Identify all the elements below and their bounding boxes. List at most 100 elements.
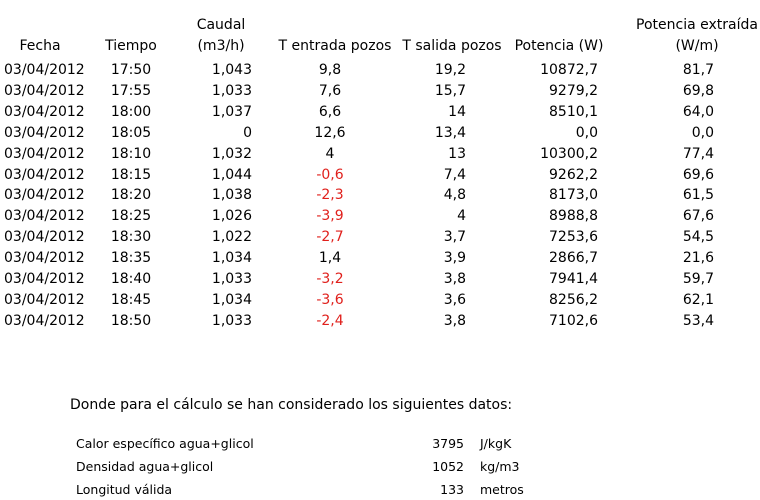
cell-potencia-ext: 61,5 — [682, 187, 714, 204]
cell-caudal: 1,034 — [211, 250, 252, 267]
cell-tiempo: 18:30 — [110, 229, 152, 246]
header-fecha: Fecha — [19, 38, 61, 54]
cell-t-salida: 3,9 — [443, 250, 466, 267]
cell-fecha: 03/04/2012 — [4, 291, 85, 308]
cell-potencia-ext: 81,7 — [682, 62, 714, 78]
parameter-label: Longitud válida — [76, 482, 173, 497]
cell-t-salida: 15,7 — [434, 82, 466, 99]
header-t-salida: T salida pozos — [402, 38, 502, 54]
cell-t-entrada: -3,9 — [316, 208, 344, 225]
cell-fecha: 03/04/2012 — [4, 145, 85, 162]
cell-t-entrada: -3,2 — [316, 271, 344, 287]
cell-potencia: 10872,7 — [540, 62, 598, 78]
cell-caudal: 1,033 — [211, 82, 252, 99]
cell-fecha: 03/04/2012 — [4, 187, 85, 204]
cell-caudal: 0 — [243, 124, 252, 141]
parameter-unit: kg/m3 — [480, 459, 520, 474]
cell-tiempo: 18:40 — [110, 271, 152, 287]
cell-t-salida: 14 — [448, 103, 466, 120]
cell-potencia: 8510,1 — [549, 103, 598, 120]
parameter-label: Densidad agua+glicol — [76, 459, 214, 474]
cell-caudal: 1,033 — [211, 271, 252, 287]
cell-potencia: 2866,7 — [549, 250, 598, 267]
cell-t-entrada: -2,7 — [316, 229, 344, 246]
cell-t-salida: 13,4 — [434, 124, 466, 141]
cell-tiempo: 18:50 — [110, 312, 152, 329]
cell-t-salida: 3,8 — [443, 312, 466, 329]
header-potencia-extraida: Potencia extraída — [636, 17, 758, 33]
parameter-unit: metros — [480, 482, 524, 497]
cell-t-salida: 4 — [457, 208, 466, 225]
cell-t-salida: 3,6 — [443, 291, 466, 308]
cell-fecha: 03/04/2012 — [4, 250, 85, 267]
cell-caudal: 1,038 — [211, 187, 252, 204]
parameter-label: Calor específico agua+glicol — [76, 436, 254, 451]
header-potencia: Potencia (W) — [514, 38, 604, 54]
cell-potencia-ext: 62,1 — [682, 291, 714, 308]
cell-t-salida: 19,2 — [434, 62, 466, 78]
cell-potencia: 7941,4 — [549, 271, 598, 287]
cell-potencia: 10300,2 — [540, 145, 598, 162]
cell-potencia: 7102,6 — [549, 312, 598, 329]
parameter-value: 3795 — [432, 436, 464, 451]
header-potencia-extraida-unit: (W/m) — [675, 38, 719, 54]
cell-fecha: 03/04/2012 — [4, 103, 85, 120]
cell-t-entrada: 7,6 — [318, 82, 342, 99]
cell-tiempo: 18:10 — [110, 145, 152, 162]
cell-t-entrada: -0,6 — [316, 166, 344, 183]
parameter-value: 1052 — [432, 459, 464, 474]
cell-tiempo: 17:50 — [110, 62, 152, 78]
cell-caudal: 1,044 — [211, 166, 252, 183]
cell-caudal: 1,043 — [211, 62, 252, 78]
cell-fecha: 03/04/2012 — [4, 62, 85, 78]
cell-caudal: 1,032 — [211, 145, 252, 162]
header-t-entrada: T entrada pozos — [278, 38, 392, 54]
cell-tiempo: 18:05 — [110, 124, 152, 141]
cell-t-entrada: -2,4 — [316, 312, 344, 329]
cell-caudal: 1,022 — [211, 229, 252, 246]
cell-fecha: 03/04/2012 — [4, 208, 85, 225]
cell-fecha: 03/04/2012 — [4, 166, 85, 183]
cell-t-entrada: 1,4 — [318, 250, 342, 267]
header-caudal-unit: (m3/h) — [197, 38, 245, 54]
cell-t-entrada: -2,3 — [316, 187, 344, 204]
cell-potencia-ext: 67,6 — [682, 208, 714, 225]
cell-t-entrada: 4 — [325, 145, 335, 162]
calculation-note: Donde para el cálculo se han considerado… — [70, 397, 513, 413]
cell-t-salida: 7,4 — [443, 166, 466, 183]
cell-potencia: 8173,0 — [549, 187, 598, 204]
cell-tiempo: 18:20 — [110, 187, 152, 204]
cell-t-salida: 13 — [448, 145, 466, 162]
cell-potencia: 0,0 — [575, 124, 598, 141]
cell-t-entrada: -3,6 — [316, 291, 344, 308]
cell-potencia: 8256,2 — [549, 291, 598, 308]
cell-fecha: 03/04/2012 — [4, 229, 85, 246]
header-tiempo: Tiempo — [105, 38, 157, 54]
cell-potencia-ext: 69,8 — [682, 82, 714, 99]
cell-caudal: 1,034 — [211, 291, 252, 308]
cell-tiempo: 18:00 — [110, 103, 152, 120]
cell-caudal: 1,033 — [211, 312, 252, 329]
parameter-unit: J/kgK — [480, 436, 512, 451]
cell-potencia-ext: 53,4 — [682, 312, 714, 329]
cell-t-entrada: 9,8 — [318, 62, 342, 78]
cell-tiempo: 18:15 — [110, 166, 152, 183]
cell-potencia: 9279,2 — [549, 82, 598, 99]
header-caudal: Caudal — [196, 17, 246, 33]
cell-potencia-ext: 64,0 — [682, 103, 714, 120]
cell-t-salida: 3,7 — [443, 229, 466, 246]
cell-fecha: 03/04/2012 — [4, 124, 85, 141]
cell-caudal: 1,037 — [211, 103, 252, 120]
cell-tiempo: 18:45 — [110, 291, 152, 308]
cell-t-salida: 4,8 — [443, 187, 466, 204]
cell-caudal: 1,026 — [211, 208, 252, 225]
cell-potencia-ext: 54,5 — [682, 229, 714, 246]
cell-fecha: 03/04/2012 — [4, 312, 85, 329]
cell-potencia-ext: 59,7 — [682, 271, 714, 287]
cell-t-entrada: 12,6 — [314, 124, 346, 141]
cell-potencia: 9262,2 — [549, 166, 598, 183]
cell-tiempo: 17:55 — [110, 82, 152, 99]
cell-tiempo: 18:35 — [110, 250, 152, 267]
cell-t-salida: 3,8 — [443, 271, 466, 287]
cell-tiempo: 18:25 — [110, 208, 152, 225]
